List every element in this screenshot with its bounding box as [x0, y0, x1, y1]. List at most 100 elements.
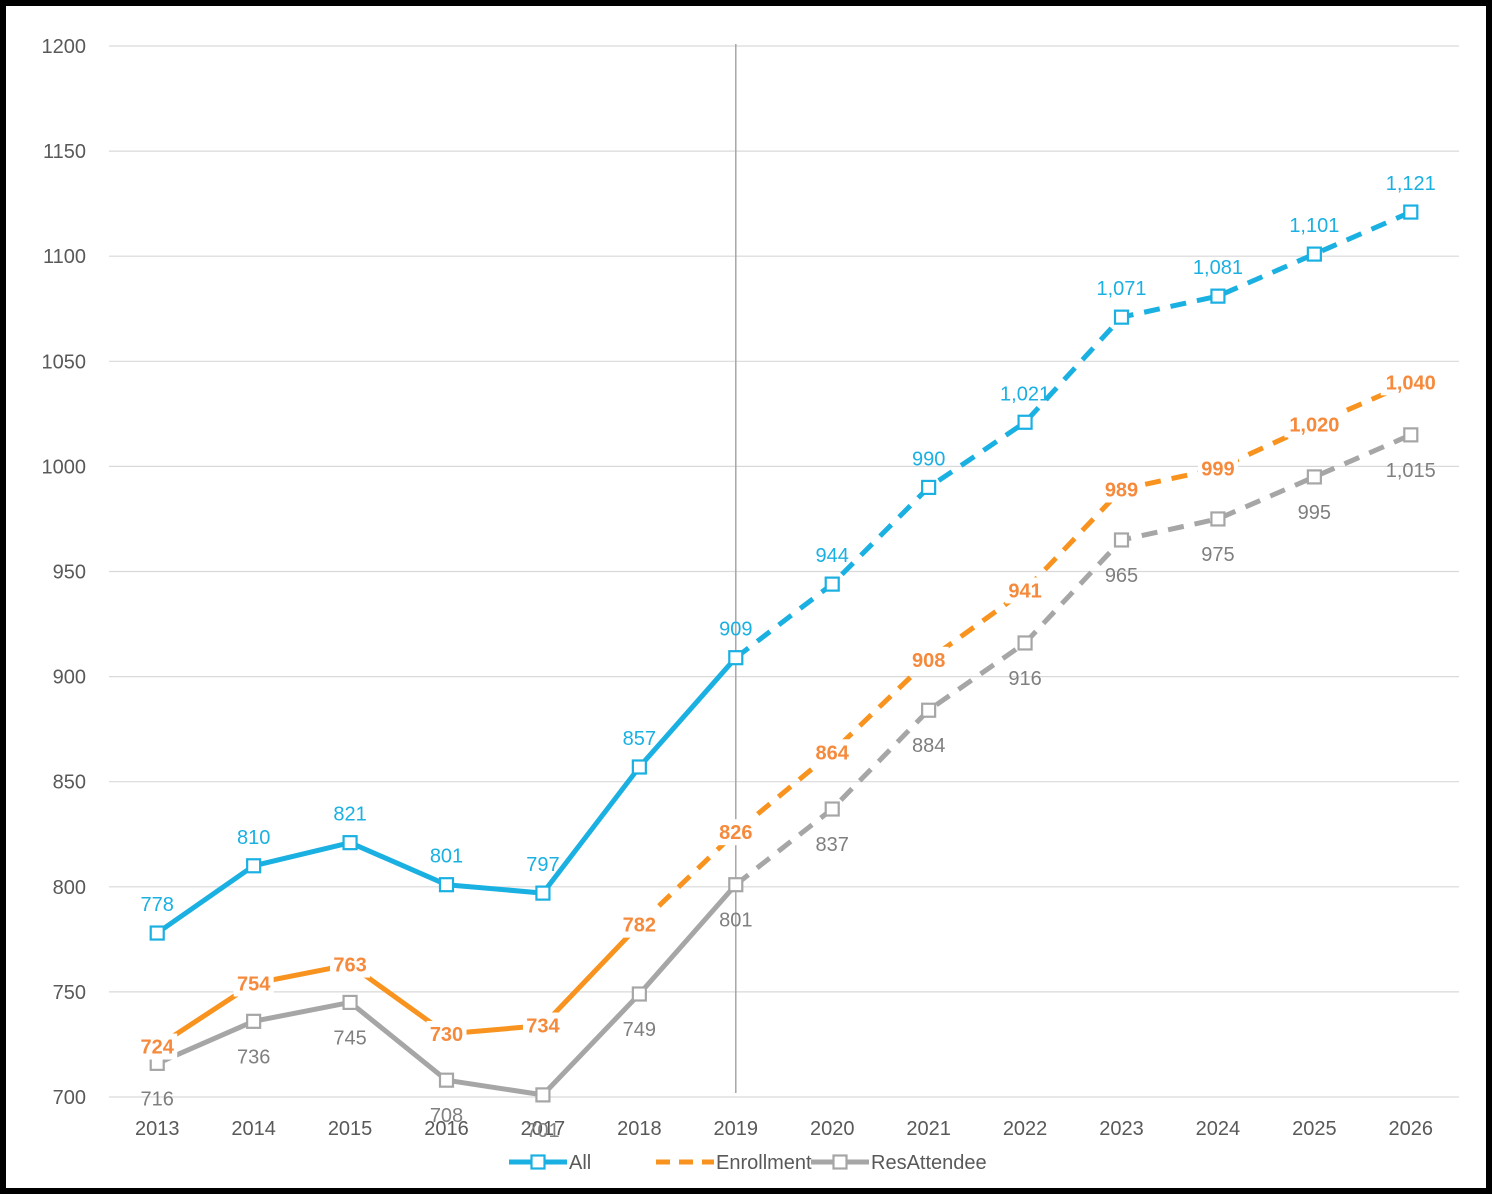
x-tick-label: 2021	[906, 1118, 951, 1140]
label-backdrop	[619, 911, 660, 938]
label-backdrop	[812, 739, 853, 766]
y-tick-label: 700	[53, 1087, 86, 1109]
data-label-enrollment: 734	[526, 1016, 560, 1038]
data-label-resattendee: 736	[237, 1046, 270, 1068]
series-line-dashed-enrollment	[637, 380, 1412, 927]
x-tick-label: 2020	[810, 1118, 855, 1140]
marker-resattendee	[535, 1087, 551, 1103]
marker-resattendee	[246, 1013, 262, 1029]
y-tick-label: 1150	[43, 141, 86, 163]
data-label-resattendee: 745	[333, 1027, 366, 1049]
data-label-resattendee: 965	[1105, 565, 1138, 587]
x-tick-label: 2018	[617, 1118, 662, 1140]
marker-all	[438, 877, 455, 893]
x-tick-label: 2023	[1099, 1118, 1144, 1140]
data-label-enrollment: 989	[1105, 480, 1138, 502]
data-label-resattendee: 916	[1008, 668, 1041, 690]
data-label-resattendee: 1,015	[1386, 460, 1436, 482]
marker-resattendee	[342, 994, 358, 1011]
data-label-enrollment: 1,040	[1386, 372, 1436, 394]
label-backdrop	[1005, 577, 1046, 604]
data-label-resattendee: 995	[1298, 502, 1331, 524]
marker-all	[149, 925, 165, 941]
data-label-enrollment: 763	[333, 955, 366, 977]
data-label-resattendee: 837	[816, 834, 849, 856]
legend-swatch-marker	[530, 1154, 546, 1170]
label-backdrop	[137, 1033, 178, 1060]
data-label-all: 857	[623, 728, 656, 750]
x-tick-label: 2025	[1292, 1118, 1337, 1140]
marker-resattendee	[824, 801, 840, 817]
x-tick-label: 2024	[1196, 1118, 1241, 1140]
data-label-all: 778	[141, 894, 174, 916]
series-line-dashed-all	[734, 209, 1412, 660]
marker-resattendee	[1306, 469, 1322, 485]
label-backdrop	[1197, 455, 1238, 482]
data-label-enrollment: 864	[816, 742, 850, 764]
x-tick-label: 2016	[424, 1118, 469, 1140]
y-tick-label: 1000	[42, 456, 87, 478]
data-label-resattendee: 716	[141, 1088, 174, 1110]
label-backdrop	[426, 1020, 467, 1047]
x-tick-label: 2019	[714, 1118, 759, 1140]
label-backdrop	[1380, 369, 1441, 396]
legend-label: ResAttendee	[871, 1152, 987, 1174]
data-label-resattendee: 749	[623, 1019, 656, 1041]
data-label-enrollment: 1,020	[1289, 414, 1339, 436]
marker-resattendee	[1113, 532, 1130, 548]
y-tick-label: 950	[53, 562, 86, 584]
marker-all	[1210, 288, 1226, 304]
y-tick-label: 900	[53, 667, 86, 689]
marker-resattendee	[1210, 511, 1226, 527]
data-label-all: 1,071	[1096, 278, 1146, 300]
data-label-all: 990	[912, 448, 945, 470]
marker-all	[1403, 204, 1419, 220]
data-labels: 778 810 821 801 797 857 909 944 990 1,021 1,071 1,0…	[137, 173, 1441, 1142]
data-label-enrollment: 941	[1008, 580, 1041, 602]
y-tick-label: 800	[53, 877, 86, 899]
data-label-all: 797	[526, 854, 559, 876]
data-label-enrollment: 908	[912, 650, 945, 672]
series-line-solid-enrollment	[154, 922, 642, 1050]
marker-resattendee	[728, 877, 744, 893]
label-backdrop	[1284, 411, 1345, 438]
marker-all	[728, 650, 744, 666]
data-label-enrollment: 782	[623, 915, 656, 937]
label-backdrop	[233, 970, 274, 997]
data-label-all: 1,101	[1289, 215, 1339, 237]
y-tick-label: 850	[53, 772, 86, 794]
y-tick-label: 1200	[42, 36, 87, 58]
x-tick-label: 2026	[1389, 1118, 1434, 1140]
label-backdrop	[908, 646, 949, 673]
x-tick-label: 2017	[521, 1118, 566, 1140]
data-label-all: 1,121	[1386, 173, 1436, 195]
data-label-resattendee: 884	[912, 735, 945, 757]
marker-all	[535, 885, 551, 901]
marker-resattendee	[921, 702, 937, 718]
data-label-all: 909	[719, 619, 752, 641]
y-tick-label: 1050	[42, 351, 87, 373]
legend-label: Enrollment	[716, 1152, 812, 1174]
marker-resattendee	[1017, 635, 1033, 651]
x-tick-label: 2014	[231, 1118, 276, 1140]
data-label-enrollment: 826	[719, 822, 752, 844]
line-chart: 700 750 800 850 900 950 1000 1050 1100 1150 1200 2…	[42, 36, 1459, 1174]
data-label-all: 821	[333, 804, 366, 826]
label-backdrop	[330, 951, 371, 978]
series-markers	[149, 204, 1419, 1103]
data-label-enrollment: 724	[141, 1037, 175, 1059]
label-backdrop	[522, 1012, 563, 1039]
marker-all	[824, 576, 840, 592]
series-line-dashed-resattendee	[734, 432, 1412, 887]
marker-all	[342, 835, 358, 851]
y-tick-label: 750	[53, 982, 86, 1004]
data-label-resattendee: 801	[719, 910, 752, 932]
legend-swatch-marker	[832, 1154, 848, 1170]
x-tick-label: 2022	[1003, 1118, 1048, 1140]
marker-all	[1306, 246, 1322, 262]
data-label-all: 810	[237, 827, 270, 849]
label-backdrop	[715, 819, 756, 846]
x-axis-ticks: 2013 2014 2015 2016 2017 2018 2019 2020 2021 2022…	[135, 1118, 1433, 1140]
marker-resattendee	[631, 986, 647, 1002]
